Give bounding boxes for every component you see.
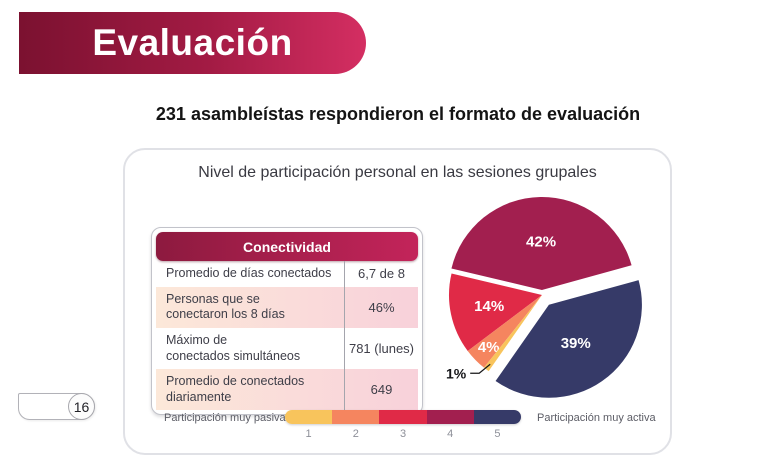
table-row-value: 649 [344, 369, 418, 411]
pie-slice-5 [495, 280, 642, 398]
connectivity-table: Conectividad Promedio de días conectados… [151, 227, 423, 416]
table-row-label: Promedio de conectados diariamente [166, 374, 305, 404]
legend-scale-number: 2 [352, 428, 359, 440]
table-row-label: Máximo de conectados simultáneos [166, 332, 301, 363]
pie-slice-3 [449, 273, 542, 351]
pie-slice-label: 4% [478, 339, 500, 356]
legend-segment [473, 410, 521, 424]
pie-slice-1 [483, 295, 542, 372]
legend-scale-number: 4 [447, 428, 454, 440]
pie-slice-2 [467, 295, 542, 368]
pie-chart-container: 42% 14% 4% 1% 39% [422, 180, 672, 412]
slide-title-banner: Evaluación [19, 12, 366, 74]
pie-slice-label: 14% [474, 298, 504, 315]
table-rows: Promedio de días conectados 6,7 de 8 Perso… [156, 261, 418, 411]
legend-segment [426, 410, 474, 424]
slide-subtitle: 231 asambleístas respondieron el formato… [155, 104, 641, 124]
legend-scale-number: 1 [305, 428, 312, 440]
table-row: Personas que se conectaron los 8 días 46% [156, 286, 418, 328]
table-row: Promedio de días conectados 6,7 de 8 [156, 261, 418, 287]
pie-slice-label: 39% [561, 335, 591, 352]
legend-color-scale-bar [285, 410, 521, 424]
legend-scale-number: 5 [494, 428, 501, 440]
table-row-value: 46% [344, 286, 418, 328]
legend-right-label: Participación muy activa [537, 412, 656, 424]
legend-segment [285, 410, 333, 424]
legend-scale-number: 3 [399, 428, 407, 440]
pie-slice-4 [451, 197, 632, 291]
table-row: Promedio de conectados diariamente 649 [156, 369, 418, 411]
slide-title: Evaluación [92, 22, 293, 63]
pie-chart: 42% 14% 4% 1% 39% [446, 197, 642, 398]
card-title: Nivel de participación personal en las s… [198, 164, 597, 181]
legend-segment [379, 410, 427, 424]
table-row-label: Promedio de días conectados [166, 266, 332, 280]
pie-slice-label-outside: 1% [446, 365, 467, 381]
table-row-value: 6,7 de 8 [344, 261, 418, 287]
legend-scale-numbers: 1 2 3 4 5 [285, 428, 521, 440]
pie-slice-label: 42% [526, 234, 556, 251]
table-row: Máximo de conectados simultáneos 781 (lun… [156, 327, 418, 370]
pie-leader-line [470, 363, 491, 374]
legend-left-label: Participación muy pasiva [164, 412, 286, 424]
page-number: 16 [68, 393, 95, 420]
connectivity-table-header: Conectividad [156, 232, 418, 261]
results-card: Nivel de participación personal en las s… [123, 148, 672, 455]
page-number-pill: 16 [18, 393, 95, 420]
table-row-label: Personas que se conectaron los 8 días [166, 291, 285, 322]
legend-segment [332, 410, 380, 424]
table-row-value: 781 (lunes) [344, 327, 418, 370]
